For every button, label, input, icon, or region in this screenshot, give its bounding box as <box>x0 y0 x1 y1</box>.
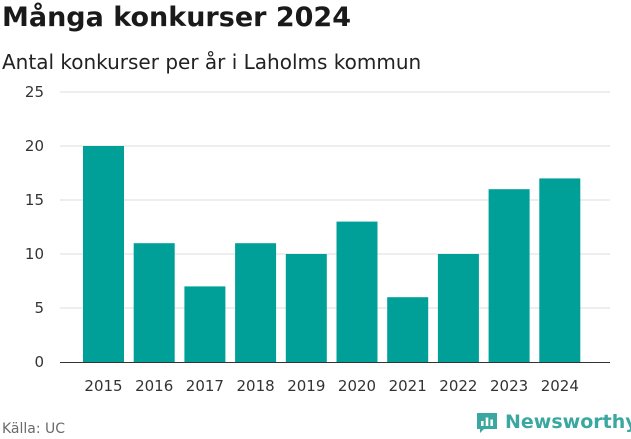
bars <box>83 146 581 362</box>
bar-2019 <box>285 254 327 362</box>
x-tick-label: 2015 <box>84 377 122 395</box>
y-tick-label: 10 <box>25 245 44 263</box>
x-tick-label: 2020 <box>338 377 376 395</box>
y-tick-label: 25 <box>25 83 44 101</box>
source-label: Källa: UC <box>2 421 66 437</box>
newsworthy-logo-icon <box>477 413 497 433</box>
x-tick-label: 2018 <box>237 377 275 395</box>
bar-2018 <box>235 243 277 362</box>
x-tick-label: 2021 <box>389 377 427 395</box>
y-tick-label: 5 <box>34 299 44 317</box>
chart-subtitle: Antal konkurser per år i Laholms kommun <box>2 50 422 74</box>
logo-text: Newsworthy <box>505 411 631 433</box>
x-tick-label: 2024 <box>541 377 579 395</box>
bar-2023 <box>488 189 530 362</box>
newsworthy-logo: Newsworthy <box>475 408 631 436</box>
bar-2020 <box>336 221 378 362</box>
y-tick-label: 20 <box>25 137 44 155</box>
bar-2016 <box>133 243 175 362</box>
x-axis-ticks: 2015 2016 2017 2018 2019 2020 2021 2022 2023 2024 <box>84 377 578 395</box>
x-tick-label: 2016 <box>135 377 173 395</box>
x-tick-label: 2017 <box>186 377 224 395</box>
bar-2024 <box>539 178 581 362</box>
bar-2021 <box>387 297 429 362</box>
y-tick-label: 0 <box>34 353 44 371</box>
y-tick-label: 15 <box>25 191 44 209</box>
x-tick-label: 2023 <box>490 377 528 395</box>
bar-2017 <box>184 286 226 362</box>
bar-2015 <box>83 146 124 362</box>
chart-title: Många konkurser 2024 <box>2 2 351 33</box>
x-tick-label: 2019 <box>287 377 325 395</box>
y-axis-ticks: 0 5 10 15 20 25 <box>25 83 44 371</box>
bar-2022 <box>437 254 479 362</box>
x-tick-label: 2022 <box>439 377 477 395</box>
